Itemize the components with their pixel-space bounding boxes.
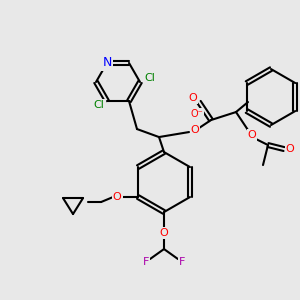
Text: O: O <box>286 144 294 154</box>
Text: Cl: Cl <box>145 73 155 83</box>
Text: O: O <box>112 192 122 202</box>
Text: F: F <box>179 257 185 267</box>
Text: O: O <box>160 228 168 238</box>
Text: F: F <box>143 257 149 267</box>
Text: N: N <box>102 56 112 69</box>
Text: O: O <box>190 125 200 135</box>
Text: O: O <box>189 93 197 103</box>
Text: O: O <box>248 130 256 140</box>
Text: Cl: Cl <box>94 100 104 110</box>
Text: O⁻: O⁻ <box>190 109 203 119</box>
